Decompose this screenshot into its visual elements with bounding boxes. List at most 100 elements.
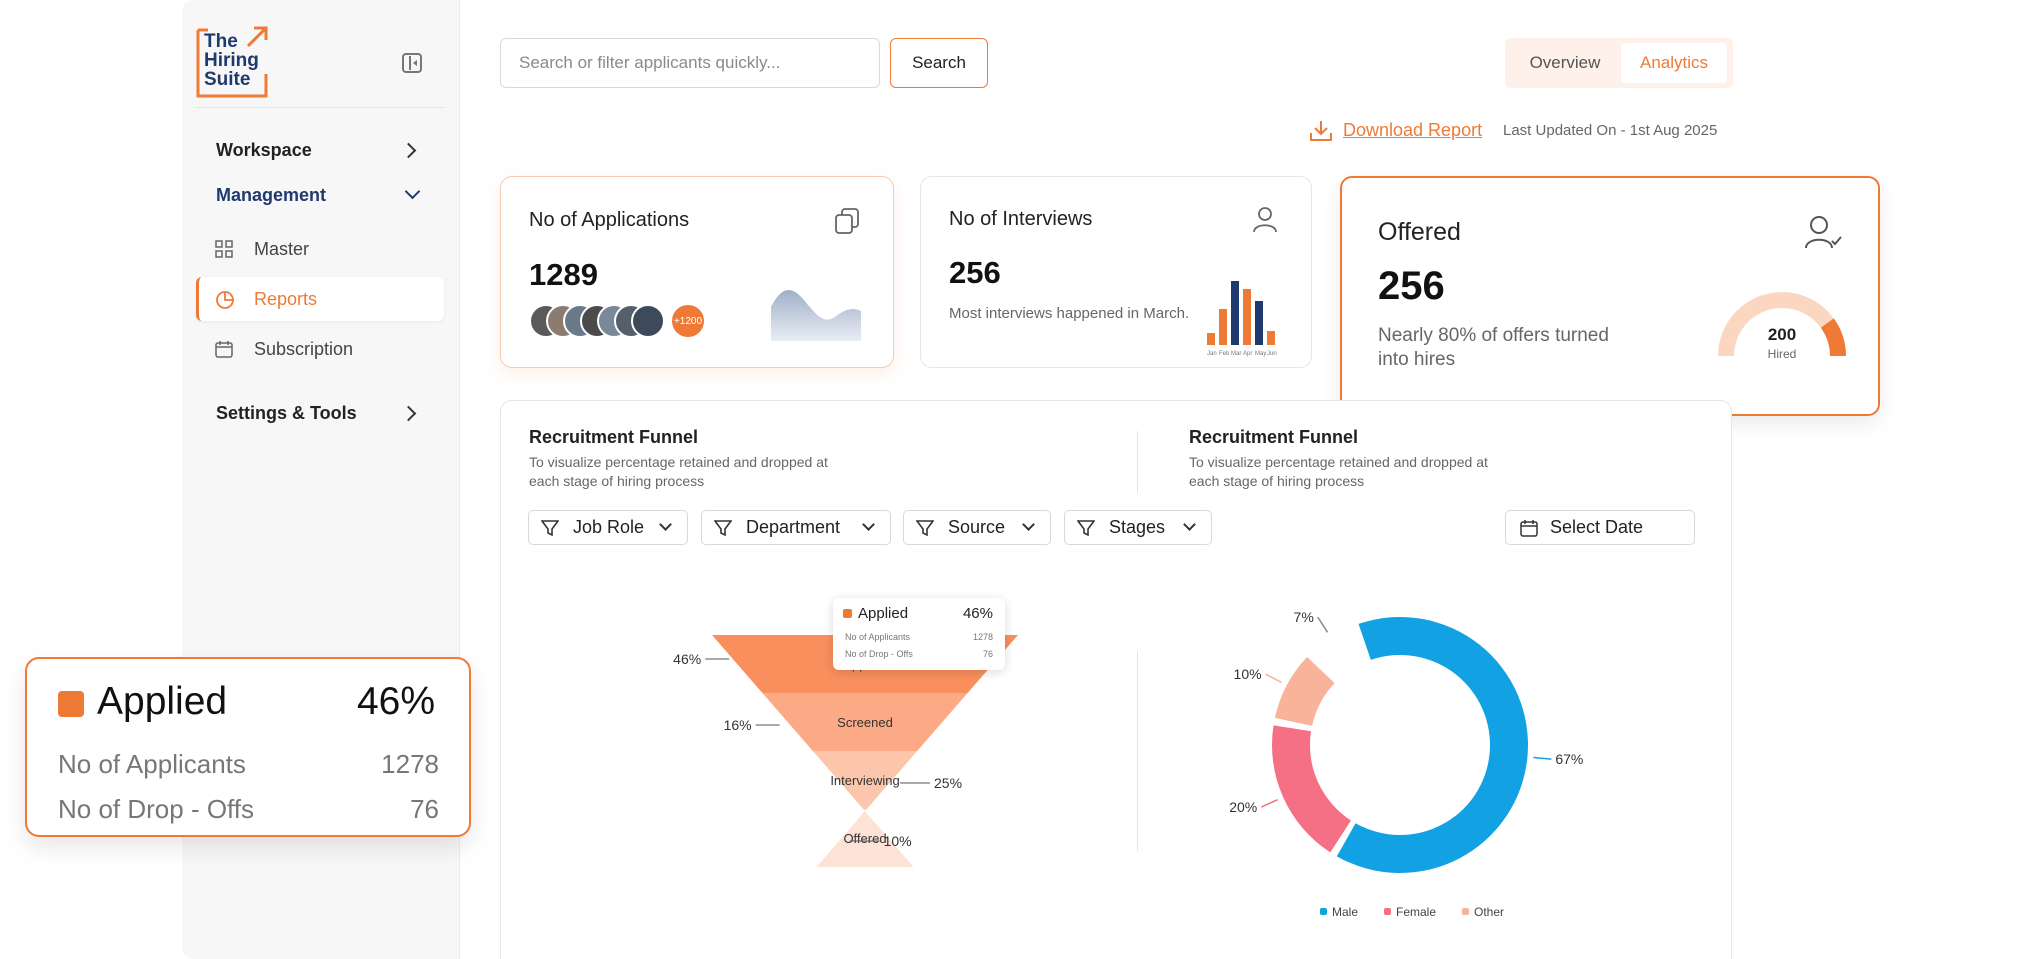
month-label: Mar — [1231, 351, 1241, 357]
logo-line-2: Hiring — [204, 50, 259, 71]
month-label: Jan — [1207, 351, 1217, 357]
logo-text: The Hiring Suite — [204, 32, 259, 89]
sidebar-item-subscription[interactable]: Subscription — [196, 327, 444, 371]
copy-icon — [835, 208, 859, 234]
mini-bar — [1219, 309, 1227, 345]
tab-overview[interactable]: Overview — [1529, 53, 1601, 72]
donut-leader-line — [1533, 756, 1552, 760]
chevron-down-icon — [1022, 518, 1035, 531]
funnel-stage-label: Interviewing — [830, 773, 899, 788]
donut-leader-line — [1317, 616, 1329, 633]
sidebar-item-master[interactable]: Master — [196, 227, 444, 271]
mini-bar — [1243, 289, 1251, 345]
search-input[interactable] — [500, 38, 880, 88]
card-note: Nearly 80% of offers turned into hires — [1378, 325, 1609, 370]
callout-stage: Applied — [97, 680, 228, 723]
hired-gauge: 200 Hired — [1718, 292, 1846, 361]
interviews-mini-bar-chart: Jan Feb Mar Apr May Jun — [1207, 281, 1277, 357]
legend-label: Male — [1332, 905, 1358, 919]
sidebar-management[interactable]: Management — [216, 185, 327, 205]
donut-title: Recruitment Funnel — [1189, 427, 1359, 447]
filter-job-role[interactable]: Job Role — [528, 510, 688, 545]
stage-swatch — [843, 609, 852, 618]
funnel-percent-label: 25% — [934, 775, 962, 791]
mini-bar — [1207, 333, 1215, 345]
grid-icon — [215, 240, 233, 258]
search-button[interactable]: Search — [890, 38, 988, 88]
funnel-tooltip: Applied 46% No of Applicants 1278 No of … — [833, 598, 1005, 670]
date-picker[interactable]: Select Date — [1505, 510, 1695, 545]
month-label: May — [1255, 351, 1266, 357]
tooltip-stage: Applied — [858, 605, 909, 622]
month-label: Apr — [1243, 351, 1252, 357]
sidebar-item-label: Master — [254, 239, 310, 259]
card-value: 1289 — [529, 257, 598, 292]
mini-bar — [1255, 301, 1263, 345]
download-icon[interactable] — [1308, 118, 1334, 146]
last-updated-text: Last Updated On - 1st Aug 2025 — [1503, 122, 1718, 139]
tooltip-percent: 46% — [962, 605, 993, 622]
donut-slice — [1274, 657, 1335, 726]
chevron-down-icon — [1183, 518, 1196, 531]
month-label: Feb — [1219, 351, 1230, 357]
collapse-sidebar-icon[interactable] — [402, 53, 422, 73]
filter-label: Department — [746, 517, 841, 537]
callout-applicants-value: 1278 — [381, 749, 439, 779]
tooltip-dropoffs-value: 76 — [982, 649, 993, 659]
offered-card[interactable]: Offered 256 Nearly 80% of offers turned … — [1340, 176, 1880, 416]
download-report-link[interactable]: Download Report — [1343, 120, 1483, 140]
interviews-card[interactable]: No of Interviews 256 Most interviews hap… — [920, 176, 1312, 368]
filter-department[interactable]: Department — [701, 510, 891, 545]
user-check-icon — [1805, 216, 1842, 249]
donut-slice — [1272, 725, 1351, 853]
legend-label: Other — [1474, 905, 1504, 919]
view-tabs: Overview Analytics — [1505, 38, 1733, 88]
legend-swatch — [1384, 908, 1391, 915]
month-label: Jun — [1267, 351, 1277, 357]
card-note: Most interviews happened in March. — [949, 305, 1190, 322]
sidebar-item-label: Reports — [254, 289, 318, 309]
pie-chart-icon — [216, 291, 234, 309]
funnel-subtitle: To visualize percentage retained and dro… — [529, 454, 828, 489]
donut-percent-label: 67% — [1555, 751, 1583, 767]
filter-icon — [541, 520, 559, 537]
filter-source[interactable]: Source — [903, 510, 1051, 545]
filter-stages[interactable]: Stages — [1064, 510, 1212, 545]
chevron-down-icon — [862, 518, 875, 531]
funnel-stage-label: Offered — [843, 831, 886, 846]
area-sparkline — [771, 289, 861, 341]
callout-percent: 46% — [356, 680, 435, 723]
tooltip-applicants-value: 1278 — [972, 632, 993, 642]
sidebar-settings-tools[interactable]: Settings & Tools — [216, 403, 357, 423]
chart-divider — [1137, 651, 1138, 851]
donut-leader-line — [1265, 673, 1282, 684]
donut-subtitle: To visualize percentage retained and dro… — [1189, 454, 1488, 489]
applications-card[interactable]: No of Applications 1289 +1200 — [500, 176, 894, 368]
filter-icon — [916, 520, 934, 537]
card-title: No of Interviews — [949, 208, 1093, 230]
funnel-segment — [762, 693, 968, 751]
funnel-stage-label: Screened — [837, 715, 893, 730]
sidebar-workspace[interactable]: Workspace — [216, 140, 312, 160]
sidebar-item-label: Subscription — [254, 339, 354, 359]
tab-analytics[interactable]: Analytics — [1621, 43, 1727, 83]
funnel-percent-label: 16% — [724, 717, 752, 733]
filter-label: Stages — [1109, 517, 1166, 537]
gauge-label: Hired — [1768, 347, 1797, 361]
filter-icon — [1077, 520, 1095, 537]
logo-line-3: Suite — [204, 69, 251, 90]
donut-percent-label: 10% — [1234, 666, 1262, 682]
applied-stage-callout: Applied 46% No of Applicants 1278 No of … — [25, 657, 471, 837]
stage-swatch — [58, 691, 84, 717]
callout-dropoffs-label: No of Drop - Offs — [58, 794, 255, 824]
card-value: 256 — [1378, 264, 1445, 308]
legend-swatch — [1462, 908, 1469, 915]
gender-donut-chart: 67% 20% 10% 7% Male Female Other — [1229, 609, 1583, 919]
logo — [196, 26, 268, 98]
calendar-icon — [215, 341, 233, 358]
callout-dropoffs-value: 76 — [410, 794, 439, 824]
analytics-panel: Recruitment Funnel To visualize percenta… — [500, 400, 1732, 959]
sidebar-item-reports[interactable]: Reports — [196, 277, 444, 321]
donut-leader-line — [1260, 799, 1278, 808]
donut-percent-label: 7% — [1294, 609, 1314, 625]
